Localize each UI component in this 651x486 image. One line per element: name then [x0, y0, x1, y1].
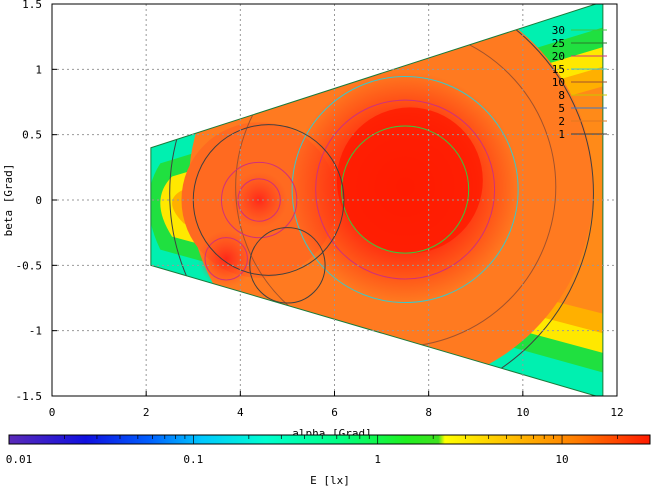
secondary-peak-0 — [197, 230, 255, 288]
y-tick-label-6: 1.5 — [22, 0, 42, 11]
legend-label-2: 20 — [552, 50, 565, 63]
legend-label-7: 2 — [558, 115, 565, 128]
contour-line-5 — [220, 161, 298, 239]
contour-line-2 — [291, 76, 519, 304]
colorbar-tick-label-3: 10 — [555, 453, 568, 466]
region-outline — [150, 4, 604, 396]
y-tick-label-0: -1.5 — [16, 390, 43, 403]
contour-line-1 — [315, 99, 496, 280]
contour-line-0 — [341, 125, 470, 254]
contour-line-6 — [204, 237, 248, 281]
x-tick-label-1: 2 — [143, 406, 150, 419]
y-tick-label-5: 1 — [35, 63, 42, 76]
x-tick-label-2: 4 — [237, 406, 244, 419]
secondary-peak-1 — [230, 171, 288, 229]
legend-label-6: 5 — [558, 102, 565, 115]
x-tick-label-0: 0 — [49, 406, 56, 419]
x-tick-label-4: 8 — [425, 406, 432, 419]
colorbar-label: E [lx] — [310, 474, 350, 486]
contour-line-9 — [169, 4, 594, 396]
peak-core — [336, 107, 483, 254]
y-tick-label-1: -1 — [29, 325, 42, 338]
legend-label-8: 1 — [558, 128, 565, 141]
x-tick-label-3: 6 — [331, 406, 338, 419]
legend-label-3: 15 — [552, 63, 565, 76]
x-axis-ticks: 0 2 4 6 8 10 12 — [49, 391, 624, 419]
y-tick-label-4: 0.5 — [22, 129, 42, 142]
colorbar-ticks: 0.01 0.1 1 10 — [6, 435, 651, 466]
legend-label-4: 10 — [552, 76, 565, 89]
contour-line-8 — [249, 227, 326, 304]
legend-label-1: 25 — [552, 37, 565, 50]
heatmap-field — [150, 4, 604, 396]
legend-label-0: 30 — [552, 24, 565, 37]
y-axis-label: beta [Grad] — [2, 164, 15, 237]
x-tick-label-5: 10 — [516, 406, 529, 419]
legend-label-5: 8 — [558, 89, 565, 102]
grid-lines — [52, 4, 617, 396]
y-tick-label-3: 0 — [35, 194, 42, 207]
x-tick-label-6: 12 — [610, 406, 623, 419]
colorbar-tick-label-0: 0.01 — [6, 453, 33, 466]
y-axis-ticks: -1.5 -1 -0.5 0 0.5 1 1.5 — [16, 0, 57, 403]
colorbar-tick-label-1: 0.1 — [183, 453, 203, 466]
y-tick-label-2: -0.5 — [16, 259, 43, 272]
colorbar-tick-label-2: 1 — [374, 453, 381, 466]
